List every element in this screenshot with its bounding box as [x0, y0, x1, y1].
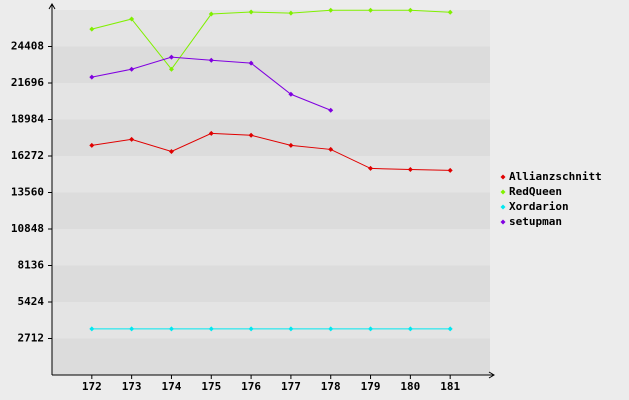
point [129, 66, 135, 72]
legend-label: Allianzschnitt [509, 170, 602, 183]
x-tick-label: 178 [321, 380, 341, 393]
point [288, 142, 294, 148]
point [208, 57, 214, 63]
y-tick-label: 5424 [18, 295, 45, 308]
point [129, 16, 135, 22]
legend-marker [500, 219, 506, 225]
point [288, 10, 294, 16]
legend-label: setupman [509, 215, 562, 228]
point [168, 148, 174, 154]
grid-band [52, 119, 490, 156]
point [208, 11, 214, 17]
point [328, 107, 334, 113]
point [89, 74, 95, 80]
y-tick-label: 2712 [18, 332, 45, 345]
point [368, 165, 374, 171]
point [447, 167, 453, 173]
x-tick-label: 175 [201, 380, 221, 393]
y-tick-label: 10848 [11, 222, 44, 235]
point [328, 7, 334, 13]
y-tick-label: 8136 [18, 259, 45, 272]
grid-band [52, 229, 490, 266]
point [89, 26, 95, 32]
x-tick-label: 176 [241, 380, 261, 393]
legend-label: RedQueen [509, 185, 562, 198]
point [288, 91, 294, 97]
grid-band [52, 192, 490, 229]
point [208, 130, 214, 136]
point [447, 9, 453, 15]
y-tick-label: 24408 [11, 40, 44, 53]
grid-band [52, 83, 490, 120]
point [248, 132, 254, 138]
grid-band [52, 265, 490, 302]
y-axis-arrow [48, 3, 56, 10]
point [168, 54, 174, 60]
grid-band [52, 46, 490, 83]
point [248, 326, 254, 332]
legend-marker [500, 204, 506, 210]
point [129, 326, 135, 332]
x-tick-label: 177 [281, 380, 301, 393]
legend-marker [500, 174, 506, 180]
point [407, 166, 413, 172]
point [129, 136, 135, 142]
point [368, 326, 374, 332]
point [407, 7, 413, 13]
point [168, 326, 174, 332]
point [288, 326, 294, 332]
legend-marker [500, 189, 506, 195]
x-axis-arrow [488, 371, 495, 379]
point [89, 142, 95, 148]
x-tick-label: 174 [162, 380, 182, 393]
grid-band [52, 338, 490, 375]
point [168, 66, 174, 72]
point [89, 326, 95, 332]
x-tick-label: 173 [122, 380, 142, 393]
grid-band [52, 302, 490, 339]
x-tick-label: 181 [440, 380, 460, 393]
point [407, 326, 413, 332]
series-line [91, 9, 451, 71]
grid-band [52, 10, 490, 47]
series-line [91, 132, 451, 171]
point [208, 326, 214, 332]
y-tick-label: 21696 [11, 76, 44, 89]
grid-band [52, 156, 490, 193]
y-tick-label: 18984 [11, 113, 44, 126]
point [368, 7, 374, 13]
point [248, 60, 254, 66]
x-tick-label: 180 [400, 380, 420, 393]
point [328, 326, 334, 332]
legend-label: Xordarion [509, 200, 569, 213]
x-tick-label: 179 [361, 380, 381, 393]
point [447, 326, 453, 332]
y-tick-label: 16272 [11, 149, 44, 162]
y-tick-label: 13560 [11, 186, 44, 199]
point [248, 9, 254, 15]
x-tick-label: 172 [82, 380, 102, 393]
point [328, 146, 334, 152]
